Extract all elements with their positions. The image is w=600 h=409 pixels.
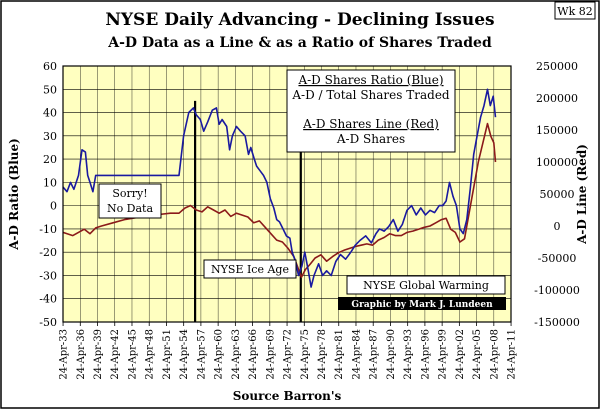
left-tick-label: -50 xyxy=(39,316,57,329)
x-tick-label: 24-Apr-57 xyxy=(196,329,207,380)
left-tick-label: -10 xyxy=(39,223,57,236)
left-tick-label: -20 xyxy=(39,246,57,259)
left-tick-label: 30 xyxy=(43,130,57,143)
left-tick-label: 0 xyxy=(50,200,57,213)
x-tick-label: 24-Apr-48 xyxy=(145,329,156,380)
no-data-note-box xyxy=(98,183,162,219)
x-tick-label: 24-Apr-99 xyxy=(438,329,449,380)
chart-title: NYSE Daily Advancing - Declining Issues xyxy=(105,10,494,30)
left-tick-label: -40 xyxy=(39,293,57,306)
right-tick-label: 200000 xyxy=(536,92,578,105)
x-tick-label: 24-Apr-51 xyxy=(162,329,173,380)
left-tick-label: 60 xyxy=(43,60,57,73)
left-tick-label: 50 xyxy=(43,83,57,96)
series-line-ratio xyxy=(62,88,497,288)
x-tick-label: 24-Apr-72 xyxy=(283,329,294,380)
x-tick-label: 24-Apr-42 xyxy=(110,329,121,380)
series-line-shares xyxy=(62,122,497,279)
chart-subtitle: A-D Data as a Line & as a Ratio of Share… xyxy=(107,35,492,51)
legend-line-1: A-D Shares Ratio (Blue) xyxy=(297,73,443,87)
right-tick-label: -150000 xyxy=(534,316,580,329)
right-tick-label: 100000 xyxy=(536,156,578,169)
x-tick-label: 24-Apr-60 xyxy=(214,329,225,380)
left-tick-label: 20 xyxy=(43,153,57,166)
x-tick-label: 24-Apr-08 xyxy=(489,329,500,380)
x-tick-label: 24-Apr-45 xyxy=(128,329,139,380)
no-data-note-line-2: No Data xyxy=(107,202,154,215)
left-tick-label: -30 xyxy=(39,269,57,282)
legend-box xyxy=(286,69,456,153)
right-tick-label: 250000 xyxy=(536,60,578,73)
right-tick-label: 50000 xyxy=(540,188,575,201)
right-tick-label: 150000 xyxy=(536,124,578,137)
x-tick-label: 24-Apr-81 xyxy=(334,329,345,380)
ice-age-note: NYSE Ice Age xyxy=(211,263,289,276)
no-data-note-line-1: Sorry! xyxy=(112,187,147,200)
x-tick-label: 24-Apr-02 xyxy=(455,329,466,380)
x-tick-label: 24-Apr-93 xyxy=(403,329,414,380)
right-tick-label: 0 xyxy=(554,220,561,233)
x-tick-label: 24-Apr-87 xyxy=(369,329,380,380)
left-tick-label: 40 xyxy=(43,107,57,120)
global-warming-note: NYSE Global Warming xyxy=(363,279,489,292)
x-tick-label: 24-Apr-05 xyxy=(472,329,483,380)
right-axis-ticks: 250000 200000 150000 100000 50000 0 -50000 -100… xyxy=(534,60,580,329)
x-tick-label: 24-Apr-75 xyxy=(300,329,311,380)
x-tick-label: 24-Apr-33 xyxy=(59,329,70,380)
x-tick-label: 24-Apr-78 xyxy=(317,329,328,380)
right-tick-label: -50000 xyxy=(538,252,577,265)
x-tick-label: 24-Apr-69 xyxy=(265,329,276,380)
right-axis-label: A-D Line (Red) xyxy=(575,144,589,245)
legend-line-4: A-D Shares xyxy=(336,132,405,146)
legend-line-3: A-D Shares Line (Red) xyxy=(302,117,439,131)
left-axis-label: A-D Ratio (Blue) xyxy=(7,138,21,251)
x-tick-label: 24-Apr-54 xyxy=(179,329,190,380)
x-axis-label: Source Barron's xyxy=(233,389,342,403)
x-tick-label: 24-Apr-63 xyxy=(231,329,242,380)
left-tick-label: 10 xyxy=(43,176,57,189)
x-tick-label: 24-Apr-11 xyxy=(507,329,518,380)
global-warming-note-box xyxy=(346,275,506,295)
x-tick-label: 24-Apr-66 xyxy=(248,329,259,380)
week-tag: Wk 82 xyxy=(557,5,592,18)
credit-box xyxy=(338,297,506,310)
x-tick-label: 24-Apr-96 xyxy=(420,329,431,380)
x-tick-label: 24-Apr-90 xyxy=(386,329,397,380)
left-axis-ticks: 60 50 40 30 20 10 0 -10 -20 -30 -40 -50 xyxy=(39,60,57,329)
week-tag-box xyxy=(554,1,596,20)
x-axis-ticks: 24-Apr-33 24-Apr-36 24-Apr-39 24-Apr-42 24-A… xyxy=(59,322,518,380)
x-tick-label: 24-Apr-36 xyxy=(76,329,87,380)
x-tick-label: 24-Apr-84 xyxy=(352,329,363,380)
ice-age-note-box xyxy=(203,259,297,279)
x-tick-label: 24-Apr-39 xyxy=(93,329,104,380)
right-tick-label: -100000 xyxy=(534,284,580,297)
legend-line-2: A-D / Total Shares Traded xyxy=(291,88,450,102)
series-layer xyxy=(62,88,497,288)
credit-text: Graphic by Mark J. Lundeen xyxy=(351,300,493,310)
